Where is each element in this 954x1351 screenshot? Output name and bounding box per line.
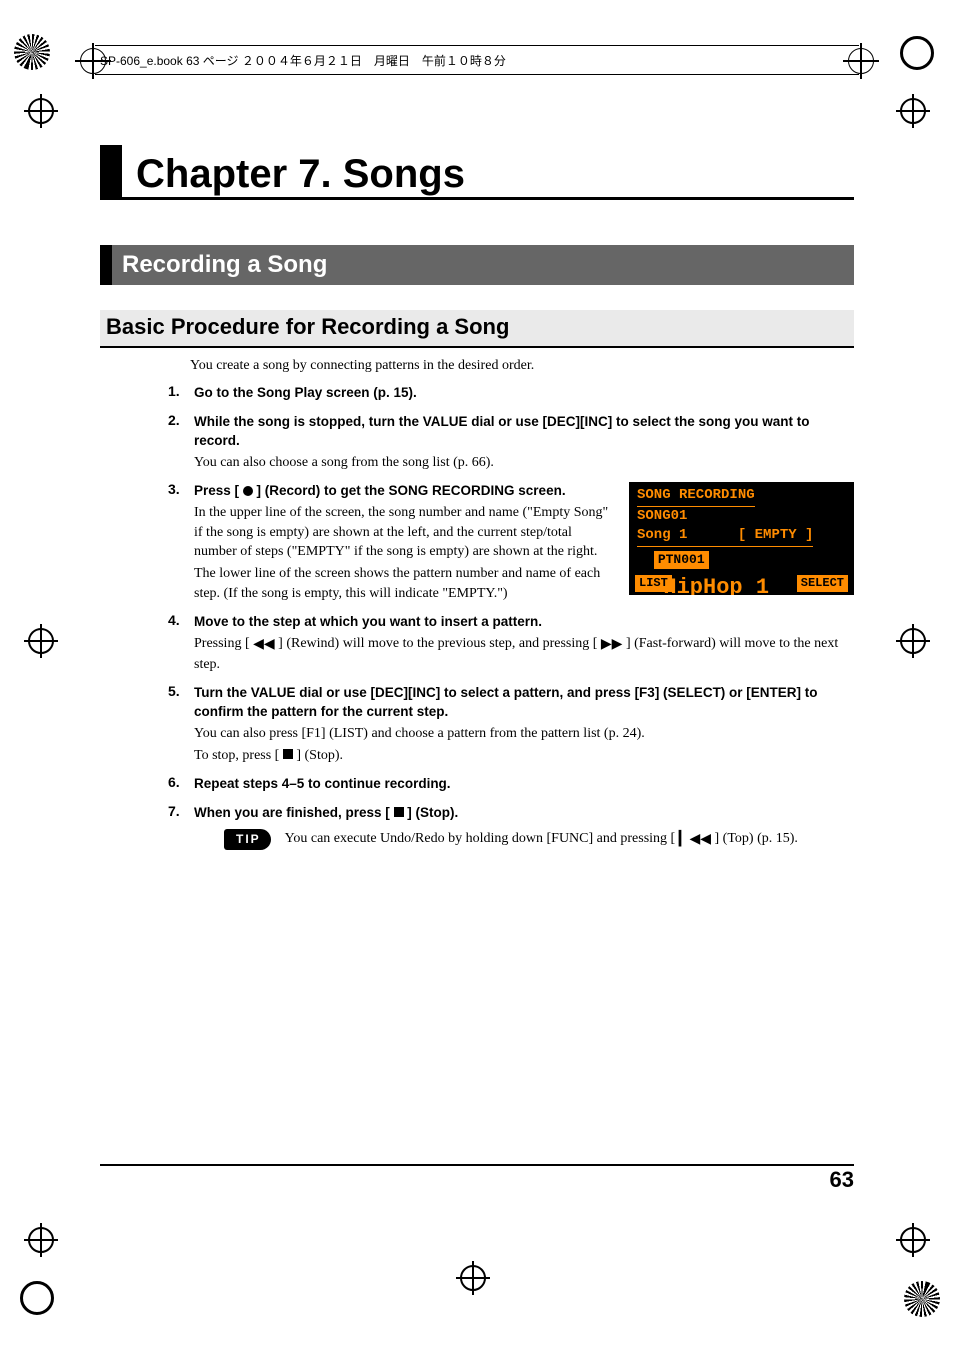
- crop-fan-icon: [14, 34, 50, 70]
- rewind-icon: ◀◀: [253, 635, 275, 655]
- registration-target-icon: [900, 98, 926, 124]
- registration-target-icon: [28, 1227, 54, 1253]
- registration-target-icon: [900, 1227, 926, 1253]
- registration-target-icon: [900, 628, 926, 654]
- record-icon: [243, 486, 253, 496]
- step-number: 1.: [168, 382, 194, 405]
- step-item: 4. Move to the step at which you want to…: [168, 611, 854, 676]
- step-bold: Turn the VALUE dial or use [DEC][INC] to…: [194, 684, 854, 722]
- step-number: 6.: [168, 773, 194, 796]
- step-item: 2. While the song is stopped, turn the V…: [168, 411, 854, 474]
- step-number: 2.: [168, 411, 194, 474]
- step-item: 7. When you are finished, press [ ] (Sto…: [168, 802, 854, 850]
- fast-forward-icon: ▶▶: [601, 635, 623, 655]
- lcd-song-id: SONG01: [633, 507, 850, 527]
- section-banner: Recording a Song: [100, 245, 854, 285]
- registration-target-icon: [460, 1265, 486, 1291]
- step-bold: Move to the step at which you want to in…: [194, 613, 854, 632]
- crop-ring-icon: [900, 36, 934, 70]
- lcd-status: [ EMPTY ]: [738, 527, 814, 543]
- step-text: Pressing [ ◀◀ ] (Rewind) will move to th…: [194, 634, 854, 674]
- skip-to-start-icon: ▎◀◀: [679, 830, 711, 850]
- subsection-title: Basic Procedure for Recording a Song: [100, 310, 854, 348]
- crop-fan-icon: [904, 1281, 940, 1317]
- tip-badge: TIP: [224, 829, 271, 850]
- stop-icon: [394, 807, 404, 817]
- step-item: 3. SONG RECORDING SONG01 Song 1 [ EMPTY …: [168, 480, 854, 605]
- step-number: 5.: [168, 682, 194, 767]
- step-text: You can also choose a song from the song…: [194, 453, 854, 473]
- chapter-title: Chapter 7. Songs: [136, 152, 465, 197]
- section-title: Recording a Song: [122, 251, 327, 279]
- registration-target-icon: [28, 98, 54, 124]
- lcd-ptn-id: PTN001: [654, 551, 709, 569]
- step-bold: Repeat steps 4–5 to continue recording.: [194, 775, 854, 794]
- header-text: SP-606_e.book 63 ページ ２００４年６月２１日 月曜日 午前１０…: [100, 52, 506, 69]
- tip-text: You can execute Undo/Redo by holding dow…: [285, 829, 798, 850]
- subsection: Basic Procedure for Recording a Song You…: [100, 310, 854, 856]
- chapter-heading: Chapter 7. Songs: [100, 145, 854, 200]
- lcd-song-name: Song 1: [637, 527, 687, 543]
- stop-icon: [283, 749, 293, 759]
- lcd-screenshot: SONG RECORDING SONG01 Song 1 [ EMPTY ] P…: [629, 482, 854, 595]
- intro-text: You create a song by connecting patterns…: [190, 358, 854, 374]
- step-number: 7.: [168, 802, 194, 850]
- step-list: 1. Go to the Song Play screen (p. 15). 2…: [168, 382, 854, 850]
- registration-target-icon: [28, 628, 54, 654]
- chapter-marker-icon: [100, 145, 122, 197]
- lcd-softkey-left: LIST: [635, 575, 672, 592]
- page-number: 63: [830, 1167, 854, 1193]
- tip-callout: TIP You can execute Undo/Redo by holding…: [224, 829, 854, 850]
- crop-ring-icon: [20, 1281, 54, 1315]
- step-item: 5. Turn the VALUE dial or use [DEC][INC]…: [168, 682, 854, 767]
- step-number: 4.: [168, 611, 194, 676]
- footer-rule: [100, 1164, 854, 1166]
- step-number: 3.: [168, 480, 194, 605]
- step-bold: While the song is stopped, turn the VALU…: [194, 413, 854, 451]
- step-bold: Go to the Song Play screen (p. 15).: [194, 384, 854, 403]
- step-item: 6. Repeat steps 4–5 to continue recordin…: [168, 773, 854, 796]
- manual-page: SP-606_e.book 63 ページ ２００４年６月２１日 月曜日 午前１０…: [0, 0, 954, 1351]
- step-text: To stop, press [ ] (Stop).: [194, 746, 854, 766]
- step-text: You can also press [F1] (LIST) and choos…: [194, 724, 854, 744]
- step-bold: When you are finished, press [ ] (Stop).: [194, 804, 854, 823]
- header-target-icon: [848, 48, 874, 74]
- step-item: 1. Go to the Song Play screen (p. 15).: [168, 382, 854, 405]
- lcd-ptn-name: HipHop 1: [663, 575, 769, 596]
- lcd-softkey-right: SELECT: [797, 575, 848, 592]
- lcd-title: SONG RECORDING: [637, 486, 755, 507]
